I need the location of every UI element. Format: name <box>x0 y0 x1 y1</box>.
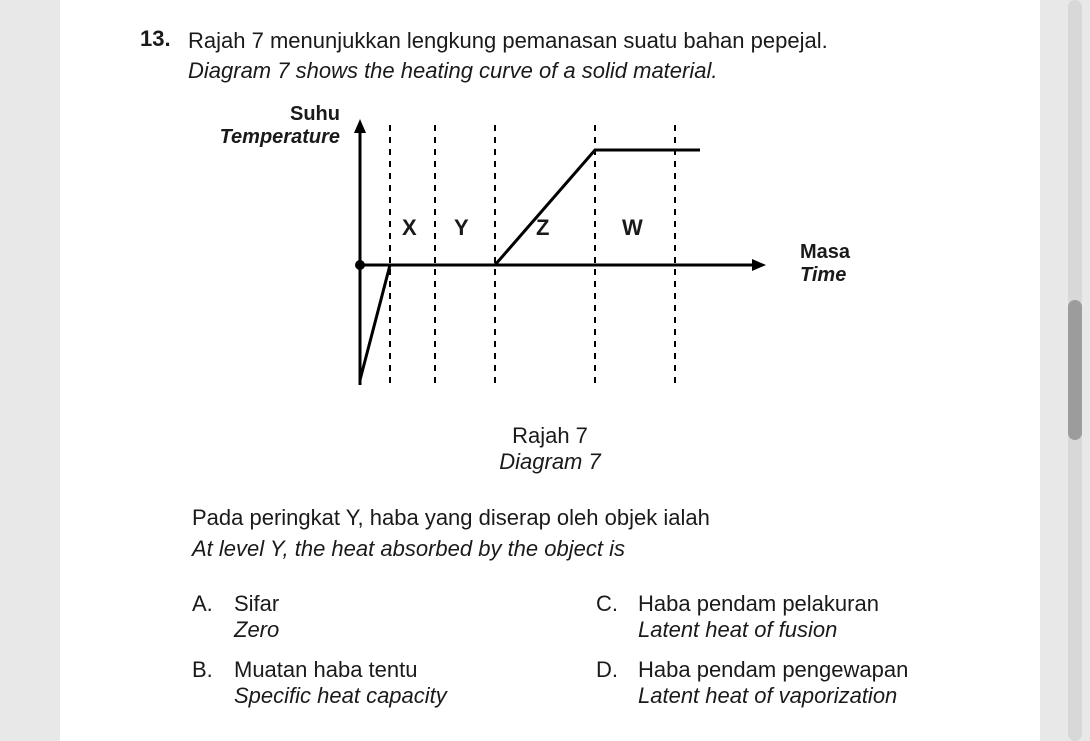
y-axis-arrow <box>354 119 366 133</box>
diagram-caption: Rajah 7 Diagram 7 <box>140 423 960 475</box>
section-z: Z <box>536 215 549 241</box>
option-en: Latent heat of vaporization <box>638 683 908 709</box>
sub-question: Pada peringkat Y, haba yang diserap oleh… <box>192 503 960 565</box>
origin-point <box>355 260 365 270</box>
section-y: Y <box>454 215 469 241</box>
option-b[interactable]: B. Muatan haba tentu Specific heat capac… <box>192 657 556 709</box>
section-w: W <box>622 215 643 241</box>
scrollbar-thumb[interactable] <box>1068 300 1082 440</box>
option-letter: D. <box>596 657 622 709</box>
question-text-en: Diagram 7 shows the heating curve of a s… <box>188 58 717 83</box>
option-c[interactable]: C. Haba pendam pelakuran Latent heat of … <box>596 591 960 643</box>
option-my: Haba pendam pengewapan <box>638 657 908 682</box>
x-axis-arrow <box>752 259 766 271</box>
caption-my: Rajah 7 <box>512 423 588 448</box>
document-page: 13. Rajah 7 menunjukkan lengkung pemanas… <box>60 0 1040 741</box>
caption-en: Diagram 7 <box>499 449 600 474</box>
diagram-svg <box>260 115 840 395</box>
option-my: Sifar <box>234 591 279 616</box>
question-number: 13. <box>140 26 174 85</box>
question-text-my: Rajah 7 menunjukkan lengkung pemanasan s… <box>188 28 828 53</box>
option-en: Specific heat capacity <box>234 683 447 709</box>
option-en: Zero <box>234 617 279 643</box>
question-text: Rajah 7 menunjukkan lengkung pemanasan s… <box>188 26 828 85</box>
option-letter: C. <box>596 591 622 643</box>
option-my: Muatan haba tentu <box>234 657 417 682</box>
heating-curve-diagram: Suhu Temperature Masa Time X Y Z W <box>260 115 840 395</box>
option-letter: B. <box>192 657 218 709</box>
option-en: Latent heat of fusion <box>638 617 879 643</box>
option-d[interactable]: D. Haba pendam pengewapan Latent heat of… <box>596 657 960 709</box>
subq-my: Pada peringkat Y, haba yang diserap oleh… <box>192 505 710 530</box>
question-block: 13. Rajah 7 menunjukkan lengkung pemanas… <box>140 26 960 85</box>
option-letter: A. <box>192 591 218 643</box>
answer-options: A. Sifar Zero C. Haba pendam pelakuran L… <box>192 591 960 709</box>
subq-en: At level Y, the heat absorbed by the obj… <box>192 536 625 561</box>
section-x: X <box>402 215 417 241</box>
option-my: Haba pendam pelakuran <box>638 591 879 616</box>
option-a[interactable]: A. Sifar Zero <box>192 591 556 643</box>
